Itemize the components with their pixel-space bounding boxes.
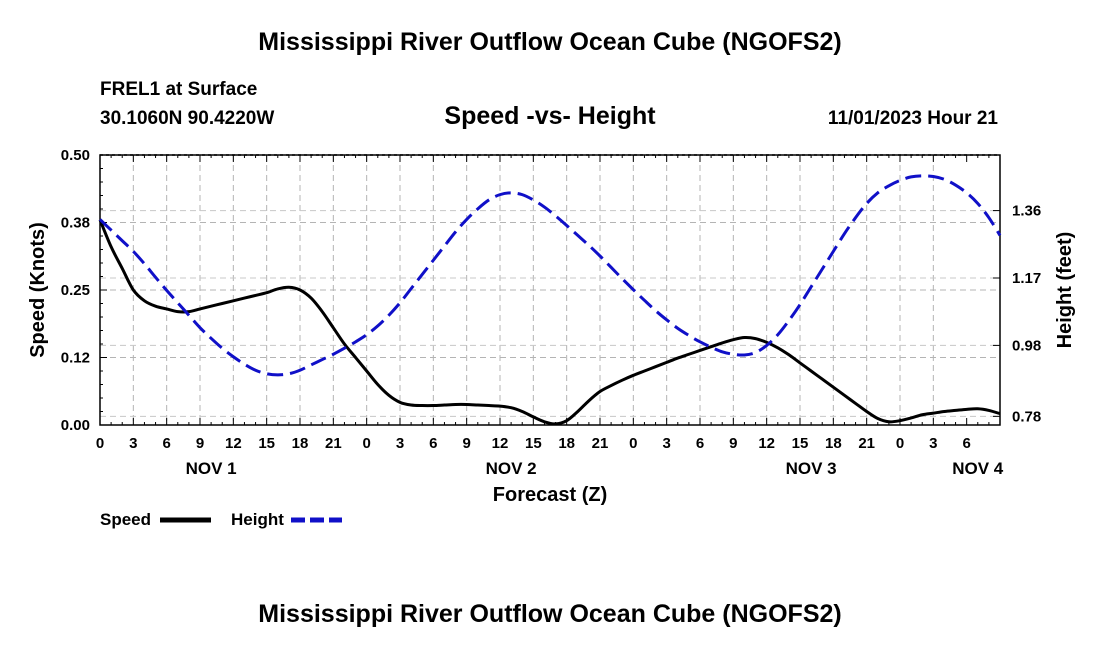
x-tick-label: 3 [662,435,670,452]
y-right-tick-label: 1.17 [1012,270,1041,287]
x-tick-label: 3 [129,435,137,452]
y-right-tick-label: 1.36 [1012,203,1041,220]
day-label: NOV 2 [486,459,537,478]
page-title-bottom: Mississippi River Outflow Ocean Cube (NG… [258,600,842,628]
y-left-tick-label: 0.12 [61,350,90,367]
x-tick-label: 18 [292,435,309,452]
x-tick-label: 0 [629,435,637,452]
series-lines [98,174,1002,426]
legend-height-label: Height [231,510,284,529]
x-tick-label: 0 [896,435,904,452]
series-line-height [98,174,1002,377]
x-tick-label: 6 [696,435,704,452]
station-label: FREL1 at Surface [100,79,257,100]
x-tick-label: 0 [362,435,370,452]
y-right-tick-label: 0.98 [1012,337,1041,354]
y-axis-right-label: Height (feet) [1054,232,1076,349]
x-tick-label: 0 [96,435,104,452]
x-tick-label: 18 [558,435,575,452]
day-label: NOV 3 [786,459,837,478]
x-tick-label: 6 [162,435,170,452]
y-axis-left-label: Speed (Knots) [27,222,49,358]
x-tick-label: 6 [429,435,437,452]
legend: Speed Height [100,510,342,529]
legend-speed-label: Speed [100,510,151,529]
x-tick-label: 9 [462,435,470,452]
y-left-tick-label: 0.38 [61,215,90,232]
x-tick-label: 21 [592,435,609,452]
x-tick-label: 21 [858,435,875,452]
x-tick-label: 15 [525,435,542,452]
x-tick-label: 3 [396,435,404,452]
x-tick-label: 15 [792,435,809,452]
x-axis-label: Forecast (Z) [493,484,607,506]
y-left-tick-label: 0.25 [61,282,90,299]
x-tick-label: 18 [825,435,842,452]
location-label: 30.1060N 90.4220W [100,108,274,129]
y-right-tick-label: 0.78 [1012,408,1041,425]
day-label: NOV 4 [952,459,1004,478]
page-title-top: Mississippi River Outflow Ocean Cube (NG… [258,28,842,56]
axes: 0 3 6 9 12 15 18 21 0 3 6 9 12 15 18 21 0 3 6 9 12 15 18 21 0 3 6N… [61,147,1041,478]
y-left-tick-label: 0.00 [61,417,90,434]
series-line-speed [98,219,1001,426]
x-tick-label: 9 [196,435,204,452]
x-tick-label: 12 [758,435,775,452]
x-tick-label: 12 [492,435,509,452]
chart-title: Speed -vs- Height [444,102,656,130]
y-left-tick-label: 0.50 [61,147,90,164]
run-time-label: 11/01/2023 Hour 21 [828,108,998,129]
x-tick-label: 9 [729,435,737,452]
x-tick-label: 12 [225,435,242,452]
x-tick-label: 15 [258,435,275,452]
grid-lines [100,155,1000,425]
x-tick-label: 3 [929,435,937,452]
day-label: NOV 1 [186,459,237,478]
x-tick-label: 6 [962,435,970,452]
x-tick-label: 21 [325,435,342,452]
